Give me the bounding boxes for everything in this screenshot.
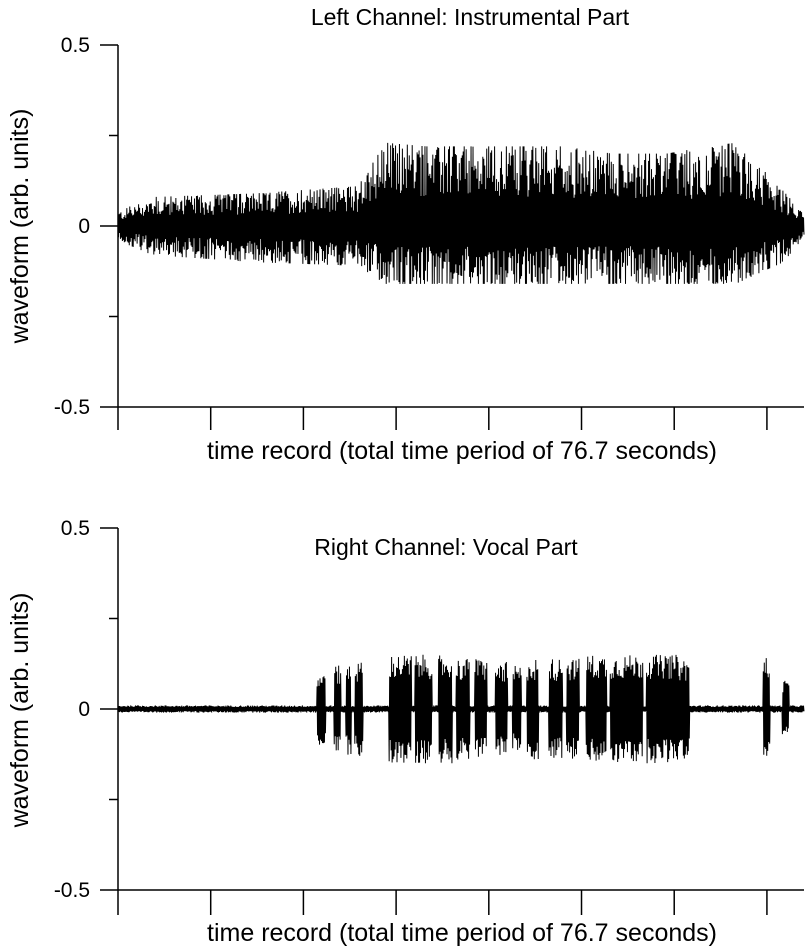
right-channel-panel: Right Channel: Vocal Part waveform (arb.… [6, 517, 805, 947]
y-tick-label: -0.5 [54, 879, 90, 902]
axes: -0.5 0 0.5 [54, 34, 804, 430]
y-axis-title: waveform (arb. units) [6, 593, 34, 829]
y-tick-label: 0.5 [61, 34, 90, 57]
chart-title: Left Channel: Instrumental Part [311, 4, 630, 30]
y-tick-label: 0 [78, 215, 90, 238]
chart-title: Right Channel: Vocal Part [314, 534, 578, 560]
left-channel-panel: Left Channel: Instrumental Part waveform… [6, 4, 805, 465]
axes: -0.5 0 0.5 [54, 517, 804, 915]
y-tick-label: 0 [78, 698, 90, 721]
x-axis-title: time record (total time period of 76.7 s… [207, 437, 717, 465]
x-axis-title: time record (total time period of 76.7 s… [207, 919, 717, 947]
y-tick-label: 0.5 [61, 517, 90, 540]
y-tick-label: -0.5 [54, 396, 90, 419]
y-axis-title: waveform (arb. units) [6, 109, 34, 345]
waveform-series [117, 142, 805, 284]
waveform-series [117, 654, 805, 764]
